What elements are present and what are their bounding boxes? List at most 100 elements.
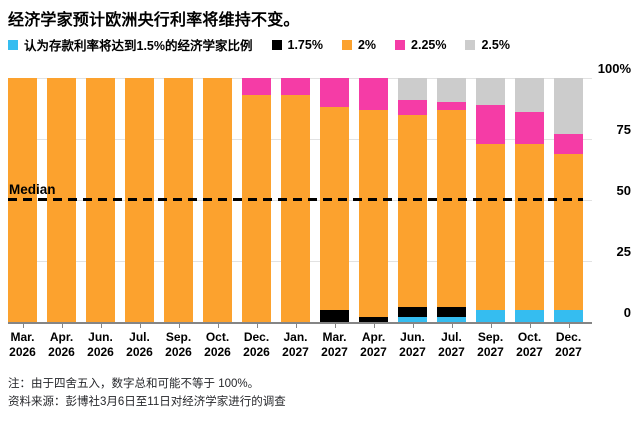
bar-segment [359,317,388,322]
x-label-year: 2026 [243,345,270,359]
x-label-year: 2027 [399,345,426,359]
x-tick-label: Jun. 2026 [81,330,120,360]
x-tick [256,322,258,328]
y-tick-label-100: 100% [597,61,631,76]
legend-item-rate-2-25: 2.25% [395,38,446,52]
y-tick-label-25: 25 [616,244,631,259]
y-tick-label-0: 0 [623,305,631,320]
x-label-year: 2026 [9,345,36,359]
bar-segment [437,78,466,103]
x-tick [529,322,531,328]
x-tick-label: Sep. 2027 [471,330,510,360]
legend-swatch-icon [341,39,352,50]
stacked-bar-apr-2027 [359,78,388,322]
median-line [8,198,583,201]
bar-segment [437,307,466,318]
x-tick [334,322,336,328]
x-label-month: Jul. [129,330,150,344]
legend-item-rate-1-75: 1.75% [271,37,323,52]
x-label-year: 2026 [48,345,75,359]
y-tick-label-75: 75 [616,122,631,137]
x-tick [61,322,63,328]
bar-segment [554,309,583,322]
x-tick [217,322,219,328]
x-tick-label: Jan. 2027 [276,330,315,360]
x-label-year: 2026 [126,345,153,359]
x-tick [295,322,297,328]
legend-item-rate-2-5: 2.5% [465,38,510,52]
x-label-month: Oct. [205,330,230,344]
x-tick [178,322,180,328]
bar-segment [476,78,505,105]
bar-segment [437,109,466,308]
bar-segment [515,78,544,113]
x-label-month: Jun. [88,330,113,344]
plot-area: Median [8,78,592,324]
bar-segment [281,78,310,96]
x-label-month: Mar. [10,330,35,344]
x-tick [139,322,141,328]
legend-label: 1.75% [287,37,323,52]
bar-segment [242,78,271,96]
x-tick-label: Dec. 2027 [549,330,588,360]
x-tick-label: Oct. 2027 [510,330,549,360]
bar-segment [398,307,427,318]
legend-label: 认为存款利率将达到1.5%的经济学家比例 [24,39,253,53]
x-label-year: 2026 [204,345,231,359]
x-tick-label: Jun. 2027 [393,330,432,360]
rounding-note: 注：由于四舍五入，数字总和可能不等于 100%。 [8,378,260,390]
x-label-year: 2026 [165,345,192,359]
x-tick-label: Apr. 2027 [354,330,393,360]
x-axis: Mar. 2026 Apr. 2026 Jun. 2026 Jul. 2026 Sep. 2026… [8,322,583,362]
x-label-year: 2027 [438,345,465,359]
bar-segment [437,102,466,110]
y-axis: 0 25 50 75 100% [589,61,631,322]
x-tick-label: Mar. 2027 [315,330,354,360]
stacked-bar-sep-2027 [476,78,505,322]
bar-segment [437,317,466,322]
stacked-bar-mar-2027 [320,78,349,322]
stacked-bar-dec-2027 [554,78,583,322]
source-note: 资料来源：彭博社3月6日至11日对经济学家进行的调查 [8,395,286,408]
bar-segment [554,78,583,135]
stacked-bar-jan-2027 [281,78,310,322]
bar-segment [320,78,349,108]
x-tick-label: Apr. 2026 [42,330,81,360]
chart-title: 经济学家预计欧洲央行利率将维持不变。 [8,12,300,29]
median-label: Median [9,182,56,197]
y-tick-label-50: 50 [616,183,631,198]
x-tick [490,322,492,328]
bar-segment [515,112,544,144]
x-label-month: Sep. [165,330,192,344]
bar-segment [320,107,349,310]
bar-segment [398,317,427,322]
x-label-year: 2027 [477,345,504,359]
x-tick-label: Sep. 2026 [159,330,198,360]
chart-legend: 认为存款利率将达到1.5%的经济学家比例 1.75% 2% 2.25% 2.5% [8,35,629,54]
bar-segment [554,153,583,310]
x-label-month: Jan. [283,330,308,344]
legend-swatch-icon [465,39,476,50]
footnotes: 注：由于四舍五入，数字总和可能不等于 100%。 资料来源：彭博社3月6日至11… [8,376,627,412]
x-tick [22,322,24,328]
bar-segment [398,78,427,100]
x-label-month: Mar. [322,330,347,344]
legend-item-rate-2: 2% [341,38,376,52]
x-tick [451,322,453,328]
x-tick [100,322,102,328]
x-axis-baseline [8,322,592,324]
bar-segment [476,104,505,144]
bar-segment [281,95,310,322]
legend-swatch-icon [8,39,18,50]
legend-label: 2.5% [481,37,510,52]
bar-segment [554,134,583,154]
x-label-month: Dec. [243,330,270,344]
x-label-year: 2027 [516,345,543,359]
x-label-month: Dec. [555,330,582,344]
x-label-year: 2026 [87,345,114,359]
x-label-month: Jul. [441,330,462,344]
x-label-year: 2027 [360,345,387,359]
bar-segment [476,309,505,322]
x-label-month: Sep. [477,330,504,344]
